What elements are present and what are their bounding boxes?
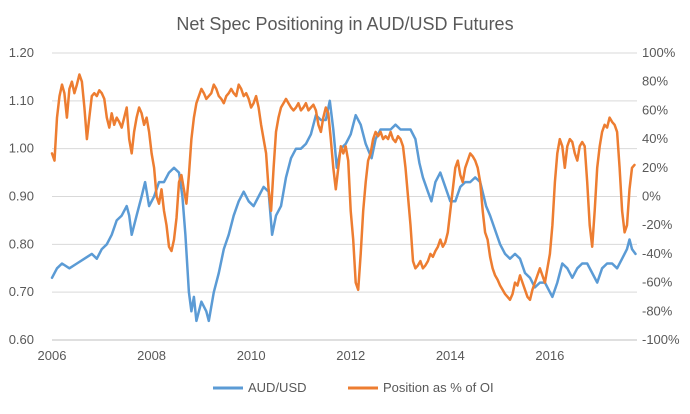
series-line-position — [50, 73, 636, 302]
y-tick-label-right: 60% — [642, 102, 668, 117]
x-tick-label: 2008 — [137, 348, 166, 363]
legend-label: Position as % of OI — [383, 380, 494, 395]
x-tick-label: 2006 — [38, 348, 67, 363]
y-tick-label-left: 0.70 — [9, 284, 34, 299]
y-tick-label-right: 100% — [642, 45, 676, 60]
y-tick-label-right: -100% — [642, 332, 680, 347]
legend: AUD/USD Position as % of OI — [213, 380, 494, 395]
y-tick-label-left: 0.80 — [9, 236, 34, 251]
series-line-audusd — [50, 99, 637, 323]
y-tick-label-right: -20% — [642, 217, 673, 232]
y-axis-left: 0.60 0.70 0.80 0.90 1.00 1.10 1.20 — [9, 45, 34, 347]
y-tick-label-right: 20% — [642, 160, 668, 175]
y-tick-label-right: -60% — [642, 275, 673, 290]
y-tick-label-right: 80% — [642, 74, 668, 89]
y-tick-label-right: 40% — [642, 131, 668, 146]
chart-title: Net Spec Positioning in AUD/USD Futures — [176, 14, 513, 34]
y-axis-right: -100% -80% -60% -40% -20% 0% 20% 40% 60% 80% 100% — [642, 45, 680, 347]
y-tick-label-right: 0% — [642, 189, 661, 204]
plot-area — [50, 73, 637, 323]
x-tick-label: 2010 — [237, 348, 266, 363]
x-tick-label: 2014 — [436, 348, 465, 363]
x-tick-label: 2016 — [535, 348, 564, 363]
legend-label: AUD/USD — [248, 380, 307, 395]
y-tick-label-left: 0.60 — [9, 332, 34, 347]
gridlines — [52, 52, 637, 341]
x-tick-label: 2012 — [336, 348, 365, 363]
y-tick-label-left: 1.00 — [9, 141, 34, 156]
x-axis: 2006 2008 2010 2012 2014 2016 — [38, 339, 637, 363]
y-tick-label-right: -40% — [642, 246, 673, 261]
y-tick-label-left: 1.20 — [9, 45, 34, 60]
y-tick-label-left: 1.10 — [9, 93, 34, 108]
y-tick-label-right: -80% — [642, 303, 673, 318]
y-tick-label-left: 0.90 — [9, 189, 34, 204]
